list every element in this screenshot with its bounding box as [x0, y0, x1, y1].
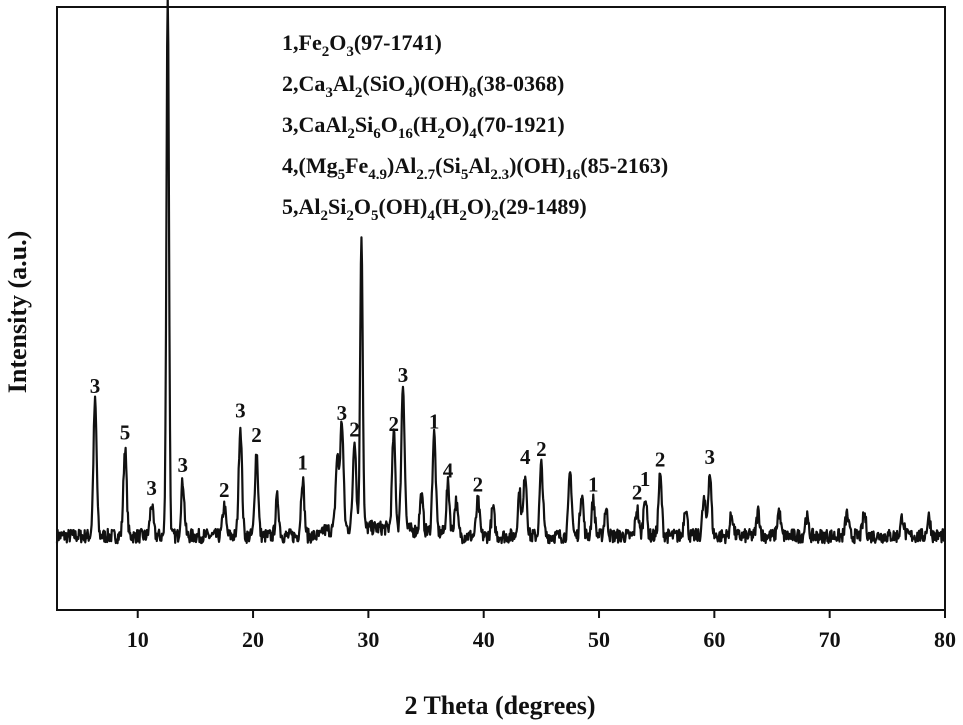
legend-run: O — [354, 194, 371, 219]
x-tick-label: 80 — [934, 627, 956, 652]
legend-entry: 3,CaAl2Si6O16(H2O)4(70-1921) — [282, 112, 565, 142]
peak-label: 3 — [146, 476, 157, 500]
peak-label: 2 — [219, 478, 230, 502]
legend-run: Al — [468, 153, 490, 178]
legend-run: Si — [328, 194, 346, 219]
legend-run: 6 — [373, 126, 381, 142]
peak-label: 2 — [251, 423, 262, 447]
legend-run: 3 — [325, 85, 333, 101]
legend-run: 1,Fe — [282, 30, 322, 55]
legend-run: 4 — [427, 208, 435, 224]
peak-label: 3 — [337, 401, 348, 425]
peak-label: 1 — [429, 409, 440, 433]
legend-run: (H — [435, 194, 459, 219]
peak-labels: 35333232132231424212123 — [90, 363, 715, 505]
legend-run: 5,Al — [282, 194, 321, 219]
legend-run: 2 — [491, 208, 499, 224]
legend-run: 2 — [459, 208, 467, 224]
legend-run: 3 — [346, 44, 354, 60]
legend-run: 16 — [398, 126, 414, 142]
x-tick-label: 40 — [473, 627, 495, 652]
legend-run: (70-1921) — [477, 112, 565, 137]
peak-label: 3 — [177, 453, 188, 477]
peak-label: 3 — [235, 398, 246, 422]
peak-label: 4 — [520, 445, 531, 469]
legend-run: )Al — [387, 153, 416, 178]
x-axis-ticks: 10 20 30 40 50 60 70 80 — [127, 610, 956, 652]
peak-label: 2 — [655, 448, 666, 472]
legend-run: 5 — [371, 208, 379, 224]
legend-run: (OH) — [378, 194, 427, 219]
legend-run: 3,CaAl — [282, 112, 347, 137]
xrd-pattern-line — [55, 0, 947, 545]
legend-entry: 4,(Mg5Fe4.9)Al2.7(Si5Al2.3)(OH)16(85-216… — [282, 153, 668, 183]
peak-label: 1 — [297, 450, 308, 474]
legend-run: Si — [355, 112, 373, 137]
y-axis-title: Intensity (a.u.) — [3, 231, 32, 394]
legend-run: (Si — [435, 153, 461, 178]
x-axis-title: 2 Theta (degrees) — [404, 691, 595, 720]
legend-run: (SiO — [362, 71, 405, 96]
legend-run: Al — [333, 71, 355, 96]
legend-run: 2 — [355, 85, 363, 101]
legend-run: 2 — [346, 208, 354, 224]
peak-label: 3 — [398, 363, 409, 387]
legend-run: 5 — [461, 167, 469, 183]
legend-run: 2 — [437, 126, 445, 142]
peak-label: 2 — [349, 418, 360, 442]
legend-run: )(OH) — [413, 71, 469, 96]
legend-run: 4 — [469, 126, 477, 142]
legend-run: 2 — [321, 208, 329, 224]
legend-run: (H — [413, 112, 437, 137]
peak-label: 3 — [90, 374, 101, 398]
legend-run: (85-2163) — [580, 153, 668, 178]
legend-run: O — [329, 30, 346, 55]
legend-run: 16 — [565, 167, 581, 183]
x-tick-label: 70 — [819, 627, 841, 652]
peak-label: 3 — [704, 445, 715, 469]
legend-run: Fe — [345, 153, 368, 178]
peak-label: 2 — [473, 472, 484, 496]
legend-run: O) — [467, 194, 491, 219]
legend-run: )(OH) — [509, 153, 565, 178]
legend-run: 2,Ca — [282, 71, 325, 96]
legend-run: 5 — [338, 167, 346, 183]
peak-label: 1 — [640, 467, 651, 491]
legend-run: 2.7 — [416, 167, 435, 183]
peak-label: 1 — [588, 472, 599, 496]
legend-run: O — [381, 112, 398, 137]
peak-label: 4 — [443, 459, 454, 483]
legend-run: 4 — [405, 85, 413, 101]
x-tick-label: 20 — [242, 627, 264, 652]
legend-entry: 2,Ca3Al2(SiO4)(OH)8(38-0368) — [282, 71, 564, 101]
peak-label: 5 — [120, 420, 131, 444]
legend-run: 4,(Mg — [282, 153, 338, 178]
legend-run: 8 — [469, 85, 477, 101]
x-tick-label: 50 — [588, 627, 610, 652]
legend-run: 2.3 — [490, 167, 509, 183]
legend-run: 2 — [322, 44, 330, 60]
legend-run: 2 — [347, 126, 355, 142]
legend-run: (38-0368) — [476, 71, 564, 96]
series-layer — [55, 0, 947, 545]
legend-run: (29-1489) — [499, 194, 587, 219]
x-tick-label: 30 — [357, 627, 379, 652]
x-tick-label: 60 — [703, 627, 725, 652]
peak-label: 2 — [536, 437, 547, 461]
legend-run: (97-1741) — [354, 30, 442, 55]
legend-run: O) — [445, 112, 469, 137]
peak-label: 2 — [388, 412, 399, 436]
legend-entry: 5,Al2Si2O5(OH)4(H2O)2(29-1489) — [282, 194, 587, 224]
x-tick-label: 10 — [127, 627, 149, 652]
plot-frame — [56, 6, 946, 611]
legend-entry: 1,Fe2O3(97-1741) — [282, 30, 442, 60]
plot-border — [56, 6, 946, 611]
peak-label: 2 — [632, 481, 643, 505]
phase-legend: 1,Fe2O3(97-1741)2,Ca3Al2(SiO4)(OH)8(38-0… — [282, 30, 668, 224]
legend-run: 4.9 — [368, 167, 387, 183]
